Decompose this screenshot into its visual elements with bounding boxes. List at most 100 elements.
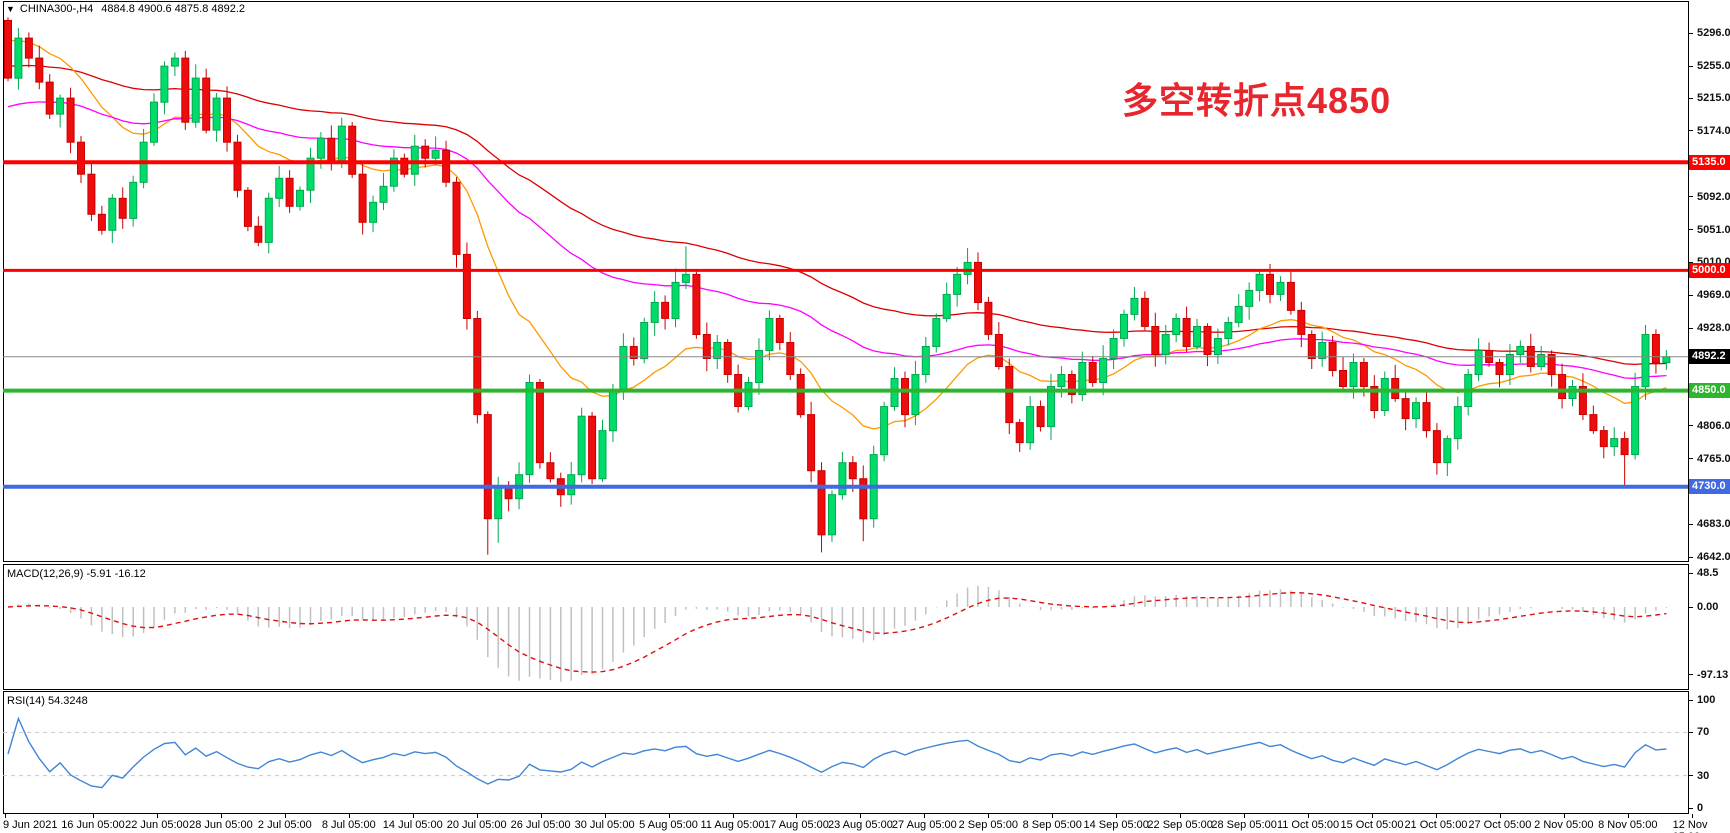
indicator-axis-label: 70 xyxy=(1697,726,1710,739)
time-axis-label: 11 Aug 05:00 xyxy=(700,819,765,831)
price-axis-tick xyxy=(1688,261,1693,263)
time-axis-label: 8 Jul 05:00 xyxy=(321,819,376,831)
price-axis-tick xyxy=(1688,327,1693,329)
time-axis-tick xyxy=(1691,814,1693,818)
time-axis-tick xyxy=(668,814,670,818)
price-axis-label: 4642.0 xyxy=(1697,551,1730,564)
slow-ma-line xyxy=(7,64,1667,366)
rsi-indicator-label: RSI(14) 54.3248 xyxy=(7,695,88,707)
level-price-badge: 4730.0 xyxy=(1689,479,1730,495)
price-axis-tick xyxy=(1688,458,1693,460)
time-axis-tick xyxy=(93,814,94,818)
level-price-badge: 4850.0 xyxy=(1689,383,1730,399)
price-axis-label: 4806.0 xyxy=(1697,419,1730,432)
price-axis-label: 4969.0 xyxy=(1697,289,1730,302)
time-axis-tick xyxy=(1372,814,1373,818)
time-axis-label: 14 Sep 05:00 xyxy=(1083,819,1149,831)
price-axis-tick xyxy=(1688,97,1693,99)
price-axis-tick xyxy=(1688,65,1693,67)
time-axis-tick xyxy=(924,814,926,818)
price-axis-label: 5174.0 xyxy=(1697,124,1730,137)
time-axis-label: 12 Nov 05:00 xyxy=(1672,819,1708,833)
time-axis-label: 2 Nov 05:00 xyxy=(1534,819,1594,831)
indicator-axis-tick xyxy=(1688,731,1693,733)
indicator-axis-tick xyxy=(1688,674,1693,676)
indicator-axis-label: 30 xyxy=(1697,769,1710,782)
price-axis-label: 5092.0 xyxy=(1697,190,1730,203)
time-axis-tick xyxy=(220,814,222,818)
chevron-down-icon[interactable]: ▼ xyxy=(6,4,15,14)
price-axis-label: 5215.0 xyxy=(1697,92,1730,105)
candles-layer xyxy=(4,17,1671,555)
price-axis-tick xyxy=(1688,523,1693,525)
time-axis-label: 5 Aug 05:00 xyxy=(639,819,698,831)
ohlc-values-label: 4884.8 4900.6 4875.8 4892.2 xyxy=(101,3,246,15)
time-axis-label: 2 Sep 05:00 xyxy=(958,819,1018,831)
macd-signal-line xyxy=(7,591,1667,673)
price-axis-label: 5296.0 xyxy=(1697,27,1730,40)
time-axis-tick xyxy=(1308,814,1310,818)
time-axis-label: 27 Oct 05:00 xyxy=(1468,819,1532,831)
price-axis-label: 4928.0 xyxy=(1697,322,1730,335)
time-axis-tick xyxy=(412,814,414,818)
indicator-axis-tick xyxy=(1688,807,1693,809)
time-axis-tick xyxy=(1499,814,1501,818)
time-axis-label: 22 Jun 05:00 xyxy=(125,819,189,831)
time-axis-tick xyxy=(1052,814,1054,818)
time-axis-label: 11 Oct 05:00 xyxy=(1276,819,1340,831)
time-axis-tick xyxy=(5,814,6,818)
price-axis-tick xyxy=(1688,556,1693,558)
macd-panel xyxy=(7,585,1668,682)
indicator-axis-tick xyxy=(1688,572,1693,574)
price-axis-tick xyxy=(1688,32,1693,34)
mid-ma-line xyxy=(7,101,1667,379)
time-axis-tick xyxy=(1116,814,1118,818)
time-axis-label: 16 Jun 05:00 xyxy=(61,819,125,831)
time-axis-label: 28 Sep 05:00 xyxy=(1211,819,1277,831)
time-axis-tick xyxy=(604,814,606,818)
time-axis-label: 27 Aug 05:00 xyxy=(891,819,957,831)
time-axis-label: 2 Jul 05:00 xyxy=(257,819,312,831)
price-axis-tick xyxy=(1688,229,1693,231)
time-axis-tick xyxy=(860,814,862,818)
chart-title: ▼ CHINA300-,H4 4884.8 4900.6 4875.8 4892.2 xyxy=(6,3,245,15)
indicator-axis-label: 48.5 xyxy=(1697,567,1719,580)
indicator-axis-label: 100 xyxy=(1697,694,1716,706)
indicator-axis-tick xyxy=(1688,606,1693,608)
time-axis-tick xyxy=(1244,814,1246,818)
price-axis-tick xyxy=(1688,196,1693,198)
time-axis-label: 8 Sep 05:00 xyxy=(1022,819,1082,831)
time-axis-tick xyxy=(1563,814,1565,818)
time-axis-label: 8 Nov 05:00 xyxy=(1598,819,1658,831)
time-axis-label: 21 Oct 05:00 xyxy=(1404,819,1468,831)
time-axis-label: 23 Aug 05:00 xyxy=(827,819,893,831)
indicator-axis-label: 0 xyxy=(1697,802,1704,814)
time-axis-tick xyxy=(1627,814,1629,818)
price-axis-tick xyxy=(1688,425,1693,427)
time-axis-tick xyxy=(1180,814,1182,818)
main-price-panel xyxy=(3,17,1688,555)
time-axis-label: 30 Jul 05:00 xyxy=(574,819,635,831)
current-price-badge: 4892.2 xyxy=(1689,349,1730,365)
time-axis-tick xyxy=(156,814,158,818)
time-axis-label: 9 Jun 2021 xyxy=(3,819,58,831)
time-axis-label: 26 Jul 05:00 xyxy=(510,819,571,831)
time-axis-tick xyxy=(476,814,478,818)
time-axis-tick xyxy=(796,814,798,818)
symbol-timeframe-label: CHINA300-,H4 xyxy=(19,3,94,15)
price-axis-label: 4765.0 xyxy=(1697,452,1730,465)
annotation-text: 多空转折点4850 xyxy=(1122,80,1392,121)
time-axis-label: 20 Jul 05:00 xyxy=(446,819,507,831)
time-axis-tick xyxy=(1435,814,1437,818)
time-axis-label: 28 Jun 05:00 xyxy=(189,819,253,831)
time-axis-tick xyxy=(284,814,286,818)
time-axis-label: 22 Sep 05:00 xyxy=(1147,819,1213,831)
indicator-axis-tick xyxy=(1688,699,1693,701)
macd-indicator-label: MACD(12,26,9) -5.91 -16.12 xyxy=(7,568,146,580)
price-axis-label: 5051.0 xyxy=(1697,223,1730,236)
level-price-badge: 5135.0 xyxy=(1689,154,1730,170)
time-axis-tick xyxy=(348,814,350,818)
rsi-line xyxy=(7,716,1667,789)
